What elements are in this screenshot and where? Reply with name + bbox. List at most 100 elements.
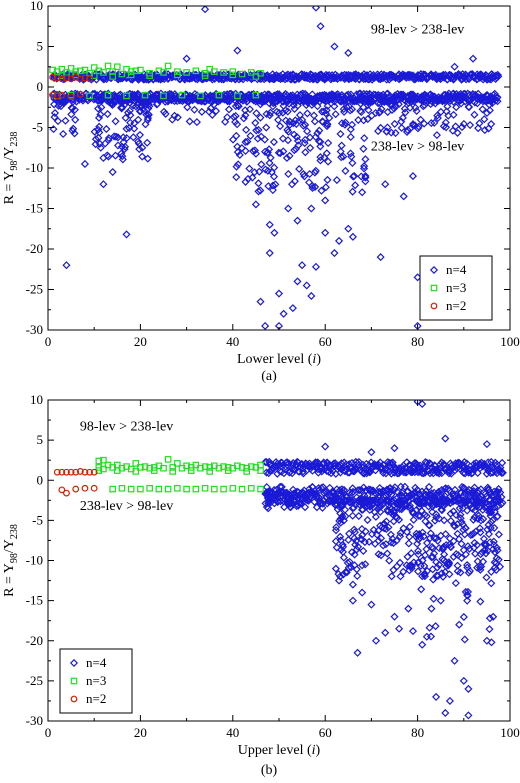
data-point [351, 540, 360, 549]
data-point [340, 120, 349, 129]
data-point [238, 485, 246, 493]
data-point [450, 656, 459, 665]
data-point [376, 551, 386, 560]
data-point [344, 224, 353, 233]
data-point [453, 561, 462, 570]
data-point [348, 596, 357, 605]
data-point [475, 524, 484, 533]
data-point [427, 119, 436, 128]
data-point [463, 542, 472, 551]
data-point [285, 117, 294, 126]
data-point [229, 112, 238, 122]
x-axis-label: Upper level (i) [238, 743, 321, 758]
data-point [137, 485, 144, 493]
data-point [354, 542, 363, 551]
data-point [95, 122, 104, 131]
data-point [493, 70, 502, 79]
data-point [306, 143, 315, 152]
data-point [118, 103, 127, 112]
data-point [346, 106, 355, 115]
data-point [135, 130, 144, 139]
data-point [493, 97, 502, 106]
data-point [382, 524, 391, 534]
data-point [104, 134, 113, 143]
data-point [445, 696, 454, 705]
data-point [107, 99, 117, 108]
series-n4 [261, 400, 507, 720]
data-point [205, 107, 214, 116]
data-point [132, 460, 140, 467]
data-point [146, 484, 153, 492]
y-tick-label: 10 [30, 392, 43, 407]
y-tick-label: -20 [26, 241, 43, 256]
data-point [257, 160, 266, 169]
data-point [337, 141, 346, 150]
data-point [467, 496, 476, 505]
data-point [481, 540, 490, 549]
data-point [450, 485, 460, 494]
data-point [455, 620, 464, 629]
data-point [371, 539, 380, 548]
data-point [261, 321, 270, 330]
data-point [403, 125, 412, 135]
data-point [451, 579, 460, 588]
data-point [164, 485, 172, 493]
data-point [401, 108, 410, 117]
data-point [470, 483, 479, 492]
data-point [248, 146, 258, 156]
data-point [318, 503, 327, 512]
data-point [294, 488, 303, 497]
data-point [248, 173, 257, 182]
data-point [446, 542, 455, 551]
data-point [488, 462, 497, 472]
data-point [354, 457, 363, 466]
data-point [104, 136, 113, 145]
data-point [460, 530, 469, 539]
data-point [49, 73, 57, 81]
data-point [338, 547, 348, 556]
data-point [269, 172, 279, 181]
data-point [478, 505, 487, 514]
data-point [229, 484, 237, 492]
data-point [473, 498, 482, 507]
data-point [53, 468, 61, 476]
data-point [81, 484, 89, 492]
data-point [284, 169, 293, 179]
data-point [284, 204, 293, 213]
data-point [135, 145, 144, 154]
data-point [91, 135, 100, 144]
data-point [361, 155, 370, 164]
data-point [471, 549, 480, 558]
data-point [473, 99, 482, 108]
data-point [133, 137, 143, 146]
data-point [61, 116, 70, 125]
data-point [246, 131, 255, 140]
data-point [360, 162, 369, 171]
data-point [323, 101, 332, 111]
data-point [491, 96, 500, 105]
data-point [284, 499, 293, 508]
data-point [399, 567, 408, 576]
x-tick-label: 60 [319, 334, 332, 349]
data-point [460, 497, 469, 506]
data-point [125, 124, 134, 133]
data-point [251, 200, 260, 209]
data-point [463, 591, 472, 600]
data-point [337, 500, 346, 509]
data-point [311, 166, 320, 175]
data-point [408, 627, 418, 636]
data-point [358, 561, 367, 570]
data-point [232, 173, 241, 182]
data-point [336, 572, 345, 581]
data-point [305, 178, 314, 187]
data-point [395, 558, 405, 567]
data-point [342, 95, 351, 104]
data-point [476, 516, 486, 525]
data-point [68, 95, 77, 104]
data-point [437, 485, 446, 494]
data-point [383, 496, 393, 505]
data-point [97, 103, 106, 112]
data-point [252, 126, 261, 135]
data-point [161, 97, 170, 106]
data-point [433, 563, 442, 572]
